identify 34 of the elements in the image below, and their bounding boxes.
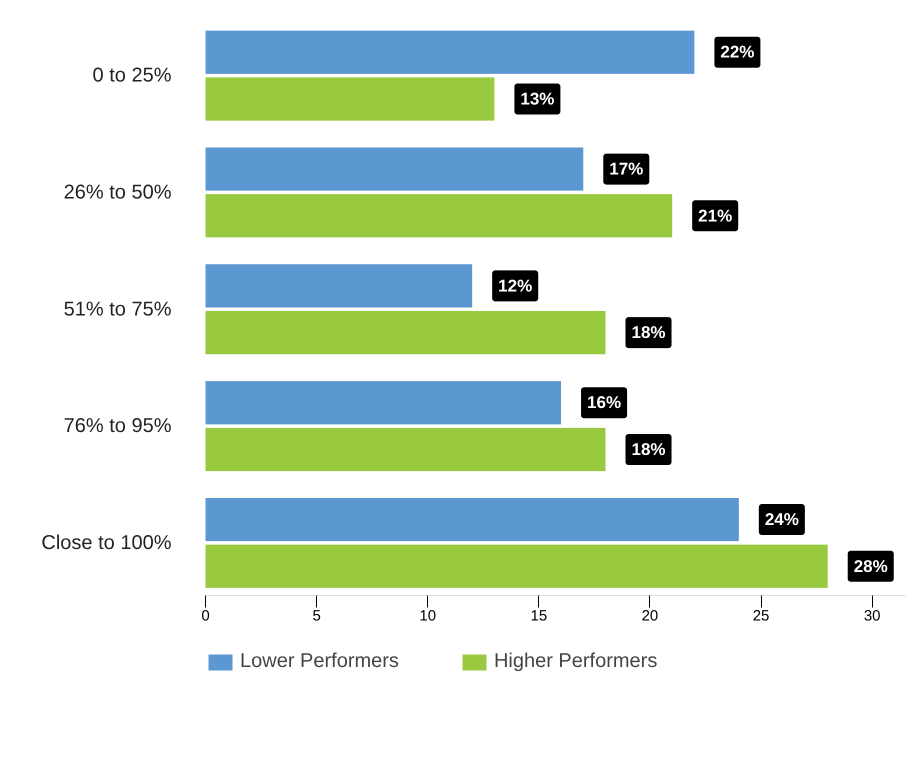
x-tick-label: 20 [642, 608, 658, 624]
y-tick-label: 76% to 95% [64, 415, 172, 438]
bar [206, 30, 694, 74]
data-label: 17% [609, 160, 644, 179]
data-label: 16% [587, 393, 622, 412]
bar [206, 311, 606, 354]
data-label: 28% [854, 556, 888, 576]
y-tick-label: 0 to 25% [92, 64, 172, 87]
bar [206, 77, 494, 121]
data-label: 24% [764, 510, 799, 530]
bar [206, 264, 472, 308]
x-tick-label: 0 [201, 608, 210, 624]
legend-label: Lower Performers [240, 650, 399, 673]
y-tick-label: 51% to 75% [64, 298, 172, 320]
y-tick-label: 26% to 50% [64, 181, 172, 204]
y-tick-label: Close to 100% [41, 532, 172, 554]
bar [206, 381, 562, 424]
data-label: 12% [498, 276, 532, 296]
x-tick-label: 10 [419, 608, 436, 624]
data-label: 13% [520, 89, 554, 108]
x-tick-label: 25 [752, 608, 770, 624]
bar [206, 147, 584, 191]
data-label: 18% [632, 440, 666, 459]
data-label: 18% [632, 323, 666, 342]
bar [206, 544, 828, 588]
x-tick-label: 5 [312, 608, 321, 624]
bar [206, 428, 606, 472]
bar [206, 194, 672, 238]
x-tick-label: 30 [864, 608, 881, 624]
x-tick-label: 15 [530, 608, 548, 624]
bar [206, 498, 739, 542]
data-label: 21% [698, 206, 732, 226]
legend-label: Higher Performers [494, 650, 658, 673]
data-label: 22% [720, 42, 754, 62]
